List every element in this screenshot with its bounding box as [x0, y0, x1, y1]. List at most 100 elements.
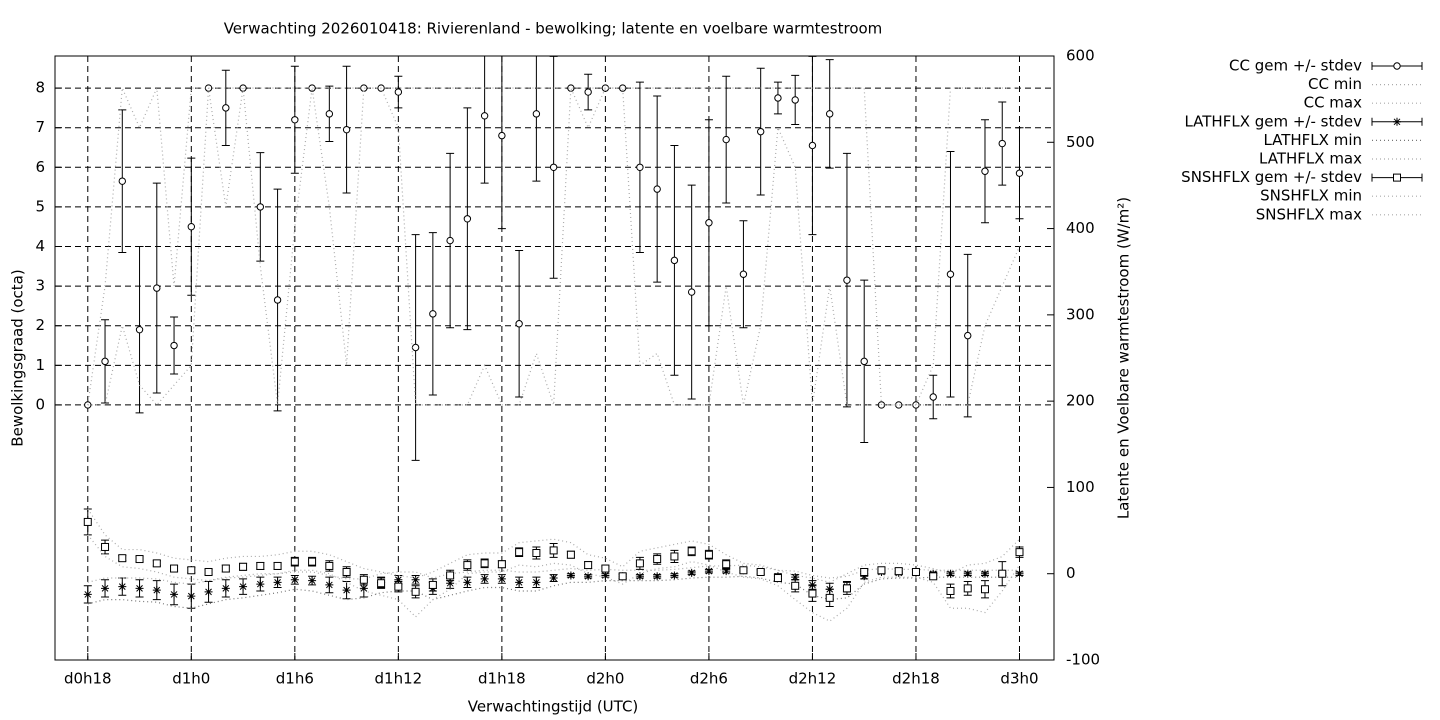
marker: [756, 567, 765, 576]
y2-tick-label: 400: [1066, 219, 1095, 237]
marker: [981, 167, 989, 175]
y-tick-label: 5: [35, 197, 45, 215]
marker: [963, 584, 972, 593]
marker: [170, 564, 179, 573]
marker: [980, 569, 989, 578]
y2-tick-label: -100: [1066, 651, 1100, 669]
marker: [187, 592, 196, 601]
marker: [1015, 569, 1024, 578]
y-tick-label: 7: [35, 118, 45, 136]
marker: [342, 567, 351, 576]
marker: [221, 564, 230, 573]
legend-label: SNSHFLX min: [1260, 187, 1362, 205]
marker: [118, 554, 127, 563]
y2-axis-label: Latente en Voelbare warmtestroom (W/m²): [1115, 197, 1133, 519]
marker: [704, 567, 713, 576]
marker: [101, 542, 110, 551]
marker: [687, 547, 696, 556]
marker: [843, 276, 851, 284]
marker: [135, 555, 144, 564]
marker: [773, 574, 782, 583]
marker: [170, 590, 179, 599]
legend-marker: [1393, 62, 1401, 70]
marker: [705, 219, 713, 227]
x-tick-label: d2h0: [586, 670, 624, 688]
marker: [532, 578, 541, 587]
marker: [291, 116, 299, 124]
marker: [187, 566, 196, 575]
marker: [791, 96, 799, 104]
x-tick-label: d1h0: [172, 670, 210, 688]
legend-marker: [1393, 173, 1401, 182]
marker: [446, 236, 454, 245]
marker: [687, 568, 696, 577]
marker: [998, 139, 1006, 148]
marker: [325, 580, 334, 589]
series-line: [87, 508, 1020, 583]
marker: [911, 567, 920, 576]
marker: [515, 578, 524, 587]
marker: [670, 552, 679, 561]
marker: [239, 562, 248, 571]
marker: [601, 564, 610, 573]
marker: [497, 574, 506, 583]
marker: [394, 582, 403, 591]
marker: [446, 571, 455, 580]
marker: [446, 579, 455, 588]
marker: [946, 270, 955, 278]
y2-tick-label: 200: [1066, 392, 1095, 410]
marker: [1015, 169, 1024, 177]
marker: [670, 256, 679, 265]
marker: [429, 310, 437, 318]
marker: [601, 571, 610, 580]
marker: [929, 572, 938, 581]
y-tick-label: 1: [35, 356, 45, 374]
marker: [894, 567, 903, 576]
y-tick-label: 4: [35, 237, 45, 255]
marker: [360, 84, 368, 92]
marker: [618, 572, 627, 581]
marker: [515, 548, 524, 557]
marker: [774, 94, 782, 102]
marker: [963, 569, 972, 578]
marker: [653, 555, 662, 564]
marker: [549, 163, 558, 171]
y-tick-label: 3: [35, 277, 45, 295]
x-axis-label: Verwachtingstijd (UTC): [468, 698, 639, 716]
marker: [273, 296, 282, 304]
marker: [1015, 548, 1024, 557]
marker: [359, 584, 368, 593]
marker: [964, 331, 972, 340]
marker: [273, 578, 282, 587]
marker: [566, 550, 575, 559]
marker: [791, 573, 800, 582]
marker: [498, 131, 506, 140]
marker: [532, 110, 541, 118]
y2-tick-label: 300: [1066, 305, 1095, 323]
chart-title: Verwachting 2026010418: Rivierenland - b…: [224, 20, 883, 38]
marker: [929, 393, 937, 401]
marker: [256, 561, 265, 570]
marker: [739, 270, 748, 278]
marker: [135, 325, 144, 334]
marker: [394, 575, 403, 584]
marker: [687, 288, 696, 296]
marker: [342, 586, 351, 595]
legend-label: CC min: [1308, 75, 1362, 93]
marker: [411, 343, 420, 352]
marker: [722, 567, 731, 576]
marker: [722, 135, 730, 144]
marker: [308, 576, 317, 585]
marker: [152, 586, 161, 595]
legend-label: LATHFLX min: [1263, 131, 1362, 149]
legend-marker: [1393, 117, 1401, 126]
series-line: [87, 87, 1021, 406]
marker: [359, 575, 368, 584]
marker: [411, 575, 420, 584]
marker: [221, 584, 230, 593]
marker: [636, 163, 644, 171]
marker: [980, 585, 989, 594]
marker: [808, 141, 817, 150]
marker: [118, 177, 126, 185]
x-tick-label: d2h18: [892, 670, 940, 688]
